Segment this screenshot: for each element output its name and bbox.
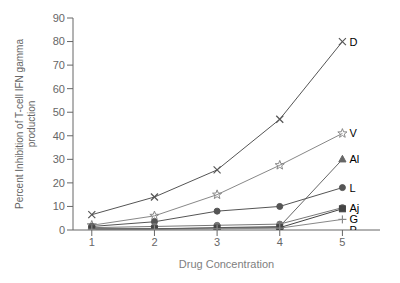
svg-text:5: 5	[339, 236, 345, 248]
svg-text:2: 2	[151, 236, 157, 248]
svg-text:3: 3	[214, 236, 220, 248]
svg-text:P: P	[349, 224, 356, 230]
svg-text:40: 40	[53, 130, 65, 142]
svg-text:Drug Concentration: Drug Concentration	[179, 258, 274, 270]
svg-text:Al: Al	[349, 153, 359, 165]
svg-text:0: 0	[59, 224, 65, 236]
svg-text:60: 60	[53, 83, 65, 95]
svg-text:1: 1	[89, 236, 95, 248]
svg-text:20: 20	[53, 177, 65, 189]
svg-text:70: 70	[53, 59, 65, 71]
svg-text:D: D	[349, 36, 357, 48]
svg-text:G: G	[349, 212, 358, 225]
svg-text:50: 50	[53, 106, 65, 118]
svg-text:V: V	[349, 127, 357, 139]
svg-text:Aj: Aj	[349, 201, 360, 214]
svg-text:80: 80	[53, 35, 65, 47]
svg-text:10: 10	[53, 200, 65, 212]
svg-text:Percent Inhibition of T-cell I: Percent Inhibition of T-cell IFN gammapr…	[14, 39, 37, 209]
svg-text:30: 30	[53, 153, 65, 165]
svg-text:90: 90	[53, 12, 65, 24]
svg-text:4: 4	[277, 236, 283, 248]
svg-text:L: L	[349, 182, 355, 194]
